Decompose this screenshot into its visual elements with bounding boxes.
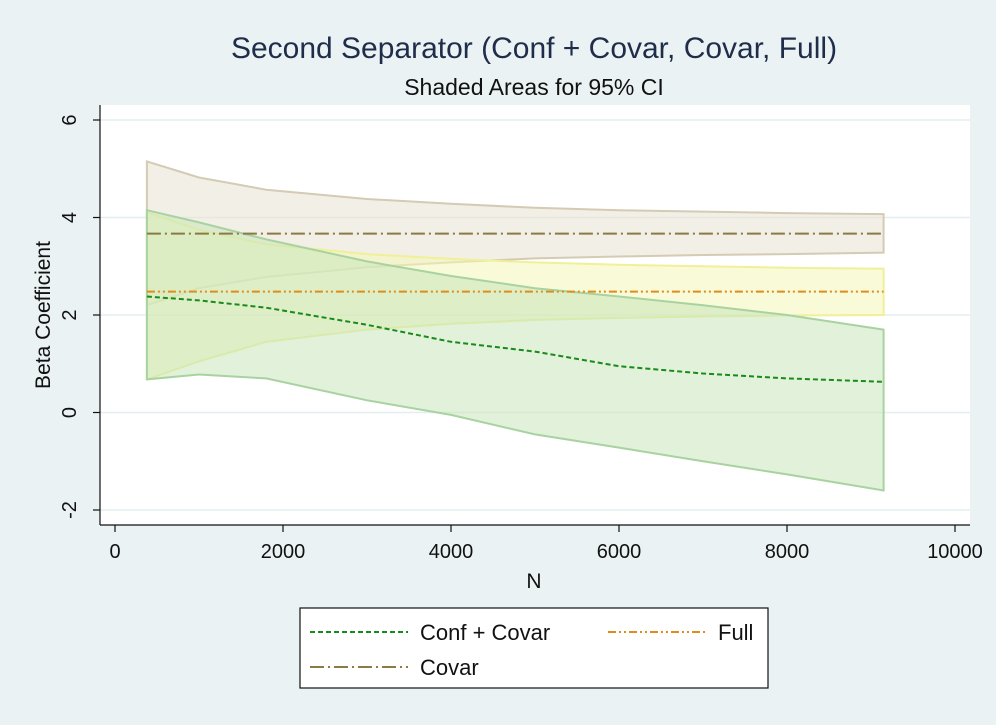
confidence-bands bbox=[145, 160, 885, 492]
legend: Conf + Covar Covar Full bbox=[299, 607, 769, 689]
legend-label-covar: Covar bbox=[420, 655, 479, 680]
axes bbox=[93, 105, 970, 532]
chart-title: Second Separator (Conf + Covar, Covar, F… bbox=[231, 32, 837, 65]
x-tick-label: 6000 bbox=[597, 541, 642, 563]
y-tick-label: 6 bbox=[59, 114, 81, 125]
chart-subtitle: Shaded Areas for 95% CI bbox=[404, 74, 664, 100]
y-tick-label: -2 bbox=[59, 501, 81, 519]
x-tick-label: 2000 bbox=[261, 541, 306, 563]
x-tick-label: 8000 bbox=[765, 541, 810, 563]
x-axis-label: N bbox=[526, 570, 541, 593]
legend-label-full: Full bbox=[718, 620, 753, 645]
y-axis-label: Beta Coefficient bbox=[32, 241, 55, 389]
legend-box bbox=[299, 607, 769, 689]
series-line-conf-covar bbox=[146, 295, 884, 383]
y-tick-label: 4 bbox=[59, 212, 81, 223]
x-tick-label: 4000 bbox=[429, 541, 474, 563]
legend-label-conf-covar: Conf + Covar bbox=[420, 620, 550, 645]
x-tick-label: 0 bbox=[109, 541, 120, 563]
y-tick-label: 0 bbox=[59, 407, 81, 418]
y-tick-label: 2 bbox=[59, 309, 81, 320]
tick-labels: 0 2000 4000 6000 8000 10000 -2 0 2 4 6 bbox=[59, 114, 983, 563]
series-lines bbox=[146, 232, 884, 383]
ci-band-conf-covar bbox=[145, 208, 885, 492]
x-tick-label: 10000 bbox=[927, 541, 983, 563]
